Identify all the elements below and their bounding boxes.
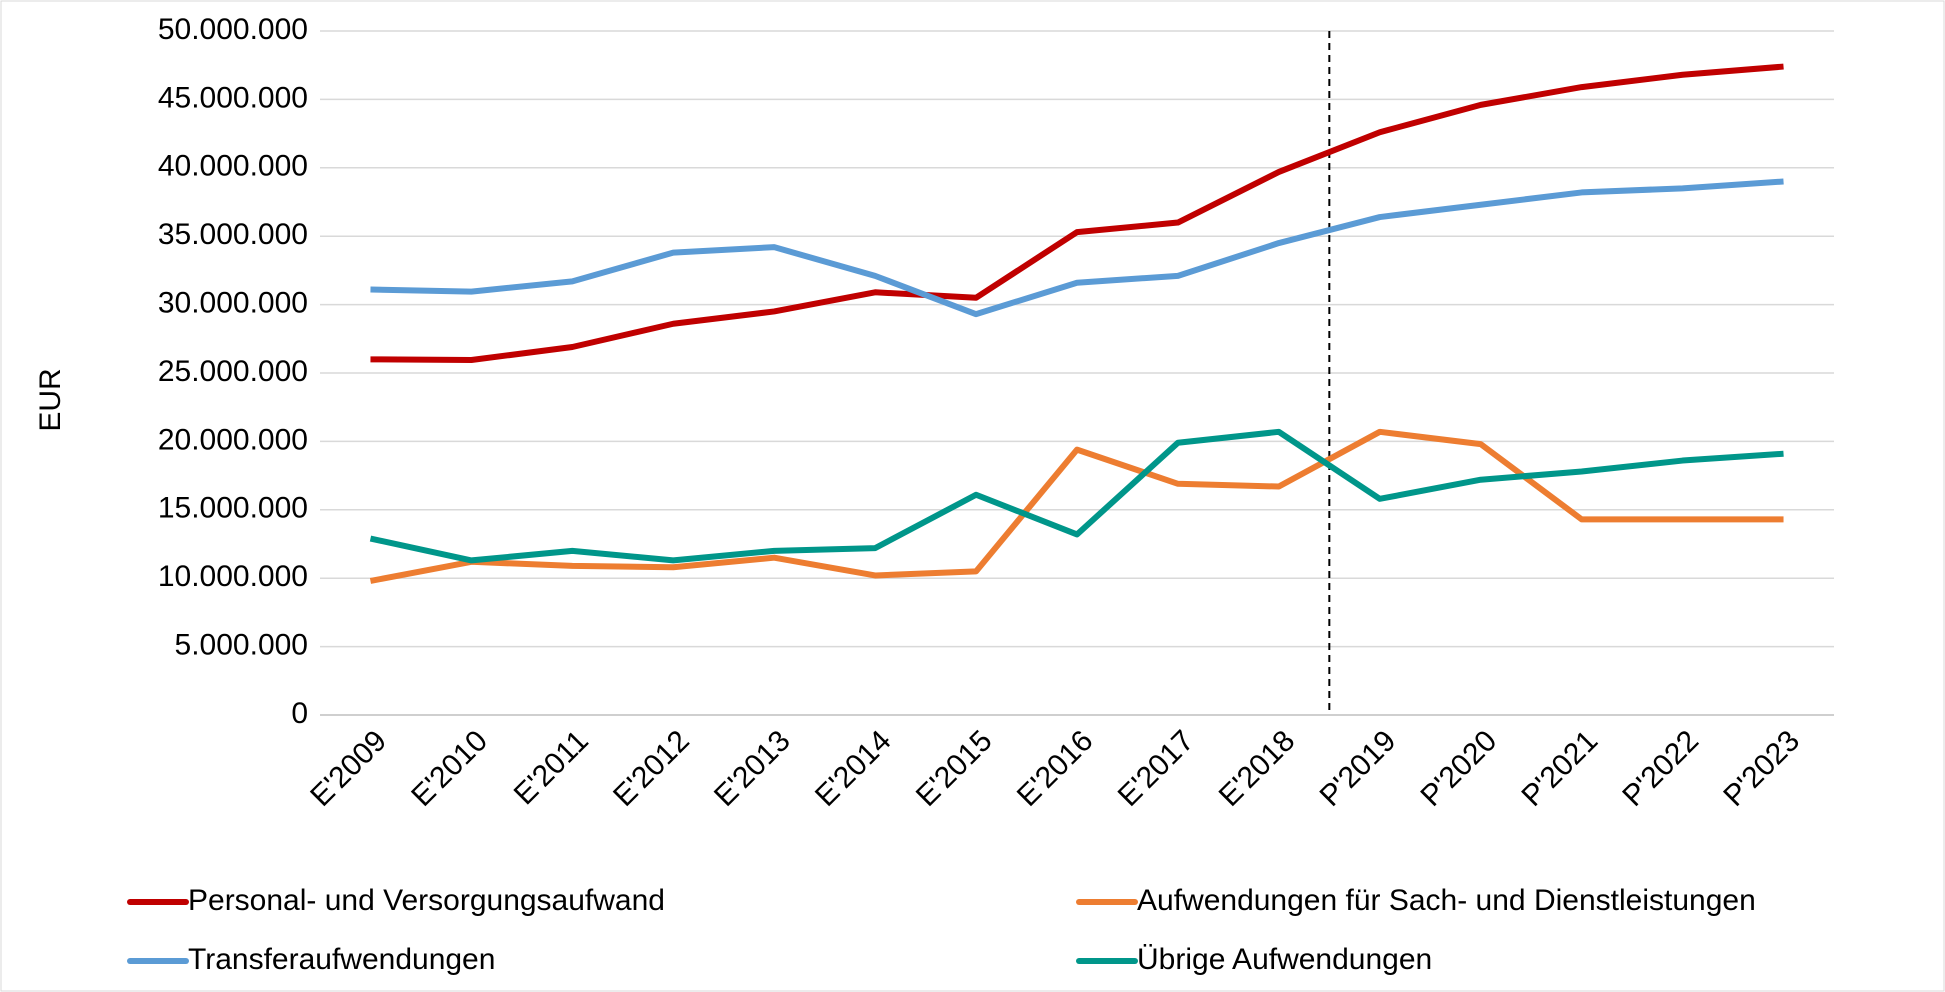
legend-label: Transferaufwendungen xyxy=(188,943,495,976)
y-tick-label: 15.000.000 xyxy=(158,492,308,525)
legend-label: Aufwendungen für Sach- und Dienstleistun… xyxy=(1137,884,1756,917)
series-line xyxy=(370,178,1784,318)
series-line xyxy=(370,63,1784,364)
y-tick-label: 30.000.000 xyxy=(158,287,308,320)
legend-label: Personal- und Versorgungsaufwand xyxy=(188,884,665,917)
y-tick-label: 45.000.000 xyxy=(158,81,308,114)
y-tick-label: 40.000.000 xyxy=(158,150,308,183)
y-tick-label: 10.000.000 xyxy=(158,560,308,593)
y-tick-label: 50.000.000 xyxy=(158,13,308,46)
y-tick-label: 5.000.000 xyxy=(175,629,308,662)
series-line xyxy=(369,428,1784,564)
y-tick-label: 35.000.000 xyxy=(158,218,308,251)
y-axis-label: EUR xyxy=(34,368,67,431)
series-line xyxy=(369,428,1784,584)
y-tick-label: 0 xyxy=(291,697,308,730)
y-tick-label: 25.000.000 xyxy=(158,355,308,388)
legend-label: Übrige Aufwendungen xyxy=(1137,943,1432,976)
y-tick-label: 20.000.000 xyxy=(158,423,308,456)
